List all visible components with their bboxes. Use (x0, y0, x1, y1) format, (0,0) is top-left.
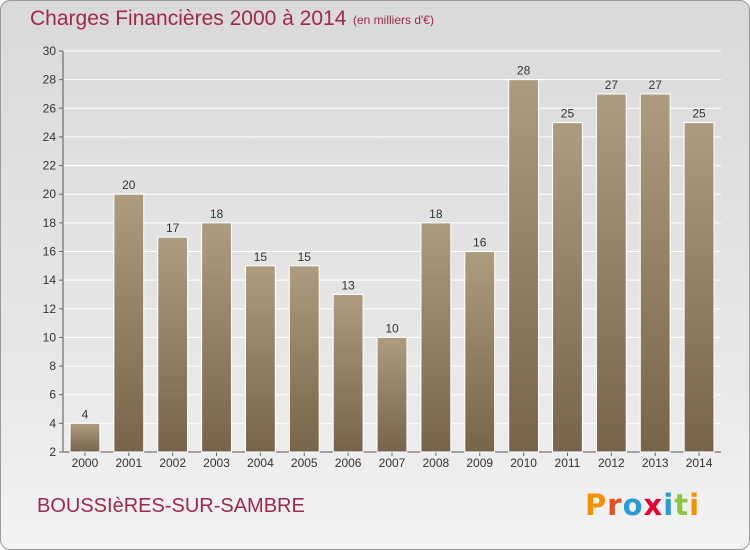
bar (552, 122, 583, 453)
data-label: 17 (166, 221, 180, 235)
y-tick-label: 30 (43, 44, 57, 58)
data-label: 28 (517, 64, 531, 78)
bar (639, 93, 671, 453)
y-tick-label: 24 (43, 130, 57, 144)
data-label: 25 (692, 107, 706, 121)
bar (508, 79, 540, 453)
y-tick-label: 6 (49, 388, 56, 402)
chart-subtitle: (en milliers d'€) (353, 13, 434, 27)
y-tick-label: 2 (49, 445, 56, 459)
x-tick-label: 2007 (379, 456, 406, 470)
logo-letter: i (663, 488, 675, 522)
data-label: 18 (429, 207, 443, 221)
bar (157, 236, 189, 453)
y-tick-label: 10 (43, 330, 57, 344)
bar (683, 122, 715, 453)
y-tick-label: 22 (43, 159, 57, 173)
bar (332, 293, 364, 453)
x-tick-label: 2001 (115, 456, 142, 470)
logo-letter: x (643, 488, 664, 522)
logo-letter: P (585, 488, 608, 522)
data-label: 20 (122, 178, 136, 192)
data-labels: 4 20 17 18 15 15 13 10 18 16 28 25 27 27 25 (82, 64, 706, 422)
data-label: 27 (649, 78, 663, 92)
y-tick-label: 14 (43, 273, 57, 287)
bar (376, 336, 408, 453)
data-label: 4 (82, 407, 89, 421)
y-tick-label: 18 (43, 216, 57, 230)
y-tick-label: 26 (43, 101, 57, 115)
chart-title: Charges Financières 2000 à 2014 (30, 7, 347, 30)
x-tick-label: 2004 (247, 456, 274, 470)
bar (464, 251, 496, 453)
logo-letter: i (689, 488, 701, 522)
data-label: 18 (210, 207, 224, 221)
data-label: 15 (254, 250, 268, 264)
x-tick-label: 2002 (159, 456, 186, 470)
data-label: 25 (561, 107, 575, 121)
y-tick-label: 8 (49, 359, 56, 373)
data-label: 15 (298, 250, 312, 264)
bar (244, 265, 276, 453)
x-tick-label: 2006 (335, 456, 362, 470)
x-tick-label: 2008 (423, 456, 450, 470)
y-tick-label: 4 (49, 416, 56, 430)
x-tick-label: 2000 (72, 456, 99, 470)
bar (113, 193, 145, 453)
bar (201, 222, 232, 453)
y-tick-label: 12 (43, 302, 57, 316)
x-tick-label: 2003 (203, 456, 230, 470)
data-label: 16 (473, 236, 487, 250)
data-label: 13 (341, 278, 355, 292)
bar (595, 93, 627, 453)
x-tick-label: 2014 (686, 456, 713, 470)
data-label: 27 (605, 78, 619, 92)
y-tick-label: 20 (43, 187, 57, 201)
bars (69, 79, 715, 453)
municipality-name: BOUSSIèRES-SUR-SAMBRE (37, 495, 305, 517)
data-label: 10 (385, 321, 399, 335)
bar (69, 422, 101, 453)
proxiti-logo: Proxiti (585, 488, 700, 522)
x-tick-label: 2011 (555, 456, 581, 470)
logo-letter: o (622, 488, 644, 522)
bar (420, 222, 452, 453)
y-tick-label: 28 (43, 73, 57, 87)
logo-letter: r (607, 488, 623, 522)
logo-letter: t (674, 488, 690, 522)
x-tick-label: 2005 (291, 456, 318, 470)
x-tick-label: 2010 (510, 456, 537, 470)
x-tick-label: 2009 (466, 456, 493, 470)
x-tick-label: 2013 (642, 456, 669, 470)
bar (288, 265, 320, 453)
x-tick-label: 2012 (598, 456, 625, 470)
y-tick-label: 16 (43, 245, 57, 259)
